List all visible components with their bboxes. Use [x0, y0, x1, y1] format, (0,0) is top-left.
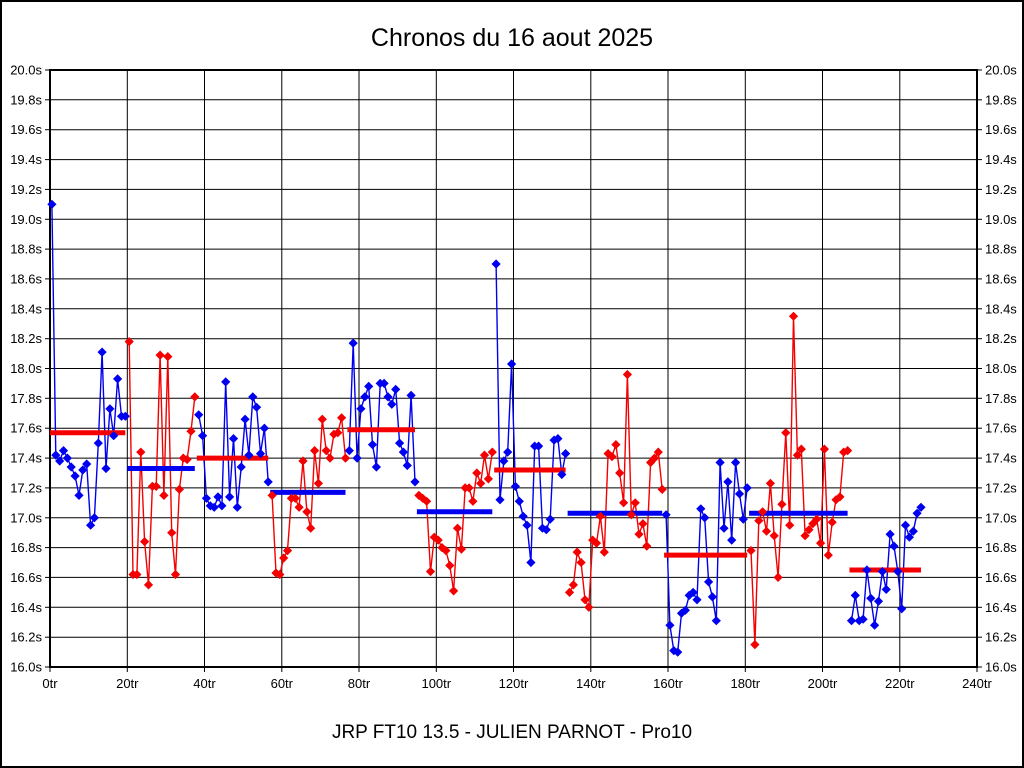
y-tick-label: 18.4s — [985, 301, 1017, 316]
stint-2-markers — [124, 337, 200, 590]
y-tick-label: 18.4s — [10, 301, 42, 316]
stint-3-markers — [194, 377, 273, 512]
y-tick-label: 17.8s — [985, 391, 1017, 406]
x-tick-label: 100tr — [421, 676, 451, 691]
stint-10-line — [750, 316, 848, 645]
y-tick-label: 17.4s — [10, 451, 42, 466]
plot-border — [49, 69, 978, 668]
stint-markers — [47, 199, 926, 657]
y-axis-labels-left: 20.0s 19.8s 19.6s 19.4s 19.2s 19.0s 18.8s 18.6s… — [10, 63, 42, 675]
y-tick-label: 18.2s — [985, 331, 1017, 346]
y-tick-label: 19.4s — [985, 152, 1017, 167]
y-tick-label: 18.0s — [10, 361, 42, 376]
x-tick-label: 0tr — [42, 676, 58, 691]
y-tick-label: 19.0s — [10, 212, 42, 227]
x-tick-label: 80tr — [348, 676, 371, 691]
stint-1-markers — [47, 199, 130, 530]
y-tick-label: 16.0s — [985, 660, 1017, 675]
stint-9-line — [665, 462, 748, 654]
y-tick-label: 16.2s — [985, 630, 1017, 645]
y-tick-label: 16.4s — [10, 600, 42, 615]
x-tick-label: 200tr — [808, 676, 838, 691]
y-tick-label: 16.6s — [985, 570, 1017, 585]
y-axis-labels-right: 20.0s 19.8s 19.6s 19.4s 19.2s 19.0s 18.8s 18.6s… — [985, 63, 1017, 675]
stint-3-line — [198, 381, 269, 509]
stint-1-line — [51, 204, 126, 528]
y-tick-label: 16.8s — [985, 540, 1017, 555]
y-tick-label: 19.6s — [10, 122, 42, 137]
gridlines — [50, 70, 977, 667]
chart-footer-caption: JRP FT10 13.5 - JULIEN PARNOT - Pro10 — [331, 722, 693, 743]
y-tick-label: 16.2s — [10, 630, 42, 645]
x-axis-labels: 0tr 20tr 40tr 60tr 80tr 100tr 120tr 140tr 160tr 1… — [42, 676, 992, 691]
stint-4-markers — [267, 413, 351, 580]
y-tick-label: 18.0s — [985, 361, 1017, 376]
y-tick-label: 16.0s — [10, 660, 42, 675]
x-tick-label: 40tr — [193, 676, 216, 691]
y-tick-label: 19.8s — [10, 92, 42, 107]
y-tick-label: 19.2s — [985, 182, 1017, 197]
y-tick-label: 18.8s — [10, 242, 42, 257]
stint-4-line — [271, 417, 347, 576]
y-tick-label: 16.8s — [10, 540, 42, 555]
y-tick-label: 18.6s — [985, 271, 1017, 286]
x-tick-label: 120tr — [499, 676, 529, 691]
y-tick-label: 16.6s — [10, 570, 42, 585]
y-tick-label: 17.8s — [10, 391, 42, 406]
y-tick-label: 17.2s — [10, 480, 42, 495]
y-tick-label: 18.6s — [10, 271, 42, 286]
y-tick-label: 17.0s — [10, 510, 42, 525]
y-tick-label: 16.4s — [985, 600, 1017, 615]
y-tick-label: 19.0s — [985, 212, 1017, 227]
y-tick-label: 17.2s — [985, 480, 1017, 495]
y-tick-label: 17.4s — [985, 451, 1017, 466]
stint-2-line — [128, 341, 196, 585]
x-tick-label: 220tr — [885, 676, 915, 691]
stint-8-markers — [564, 369, 667, 612]
stint-10-markers — [746, 311, 853, 650]
stint-7-markers — [491, 259, 571, 568]
x-tick-label: 140tr — [576, 676, 606, 691]
y-tick-label: 18.2s — [10, 331, 42, 346]
stint-6-markers — [414, 447, 497, 596]
y-tick-label: 19.2s — [10, 182, 42, 197]
y-tick-label: 17.6s — [10, 421, 42, 436]
y-tick-label: 17.0s — [985, 510, 1017, 525]
y-tick-label: 17.6s — [985, 421, 1017, 436]
y-tick-label: 20.0s — [10, 63, 42, 78]
x-tick-label: 60tr — [271, 676, 294, 691]
chart-title: Chronos du 16 aout 2025 — [370, 24, 654, 52]
y-tick-label: 19.4s — [10, 152, 42, 167]
stint-11-markers — [846, 502, 926, 630]
x-tick-label: 240tr — [962, 676, 992, 691]
stint-8-line — [568, 374, 663, 610]
x-tick-label: 160tr — [653, 676, 683, 691]
y-tick-label: 18.8s — [985, 242, 1017, 257]
y-tick-label: 19.6s — [985, 122, 1017, 137]
x-tick-label: 20tr — [116, 676, 139, 691]
x-tick-label: 180tr — [730, 676, 760, 691]
y-tick-label: 20.0s — [985, 63, 1017, 78]
y-tick-label: 19.8s — [985, 92, 1017, 107]
